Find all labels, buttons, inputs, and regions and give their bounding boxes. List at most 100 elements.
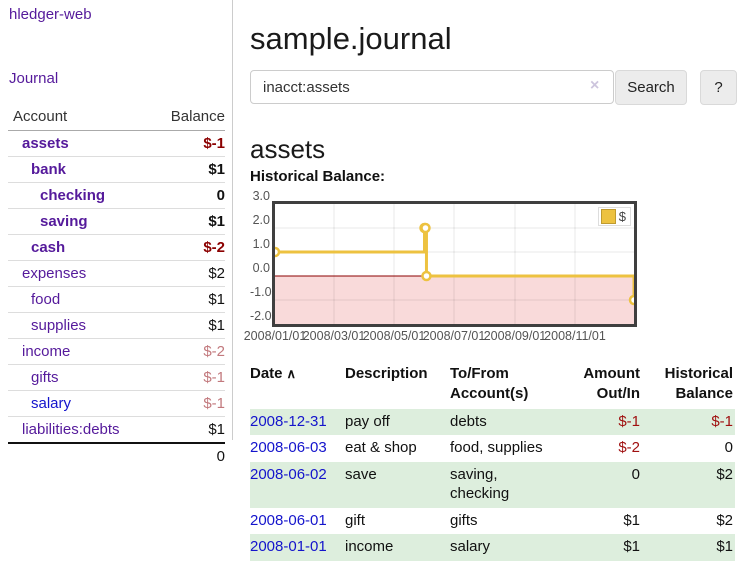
legend-label: $ — [618, 209, 626, 224]
account-row: checking 0 — [8, 182, 225, 209]
chart-label: Historical Balance: — [250, 168, 386, 185]
balance-chart: $ 3.0 2.0 1.0 0.0 -1.0 -2.0 2008/01/01 2008/03… — [244, 189, 670, 348]
transaction-date-link[interactable]: 2008-06-01 — [250, 511, 327, 529]
account-link[interactable]: food — [31, 291, 61, 308]
transaction-date-link[interactable]: 2008-06-02 — [250, 466, 327, 483]
accounts-total-row: 0 — [8, 442, 225, 469]
account-balance: 0 — [149, 182, 225, 209]
transaction-accounts: gifts — [450, 511, 478, 529]
transaction-amount: $1 — [623, 511, 640, 529]
page-title: sample.journal — [250, 20, 452, 56]
transaction-description: income — [345, 538, 394, 556]
y-axis-tick: 0.0 — [252, 261, 270, 275]
chart-legend: $ — [597, 207, 631, 226]
y-axis-tick: -2.0 — [250, 309, 272, 323]
account-row: liabilities:debts $1 — [8, 416, 225, 443]
account-link[interactable]: bank — [31, 161, 67, 178]
account-heading: assets — [250, 133, 326, 164]
search-form: × Search ? — [250, 70, 742, 105]
legend-swatch-icon — [600, 209, 616, 224]
account-link[interactable]: cash — [31, 239, 66, 256]
account-balance: $1 — [149, 208, 225, 235]
account-link[interactable]: liabilities:debts — [22, 421, 120, 438]
account-link[interactable]: gifts — [31, 369, 59, 386]
account-row: salary $-1 — [8, 390, 225, 417]
register-row: 2008-06-02 save saving, checking 0 $2 — [250, 462, 735, 508]
transaction-balance: 0 — [724, 439, 733, 457]
account-row: gifts $-1 — [8, 364, 225, 391]
transaction-amount: $-2 — [618, 439, 640, 457]
y-axis-tick: 3.0 — [252, 189, 270, 203]
sidebar-item-journal[interactable]: Journal — [9, 70, 59, 87]
account-balance: $1 — [149, 156, 225, 183]
chart-canvas — [275, 204, 634, 324]
account-balance: $1 — [149, 312, 225, 339]
account-row: assets $-1 — [8, 131, 225, 157]
register-row: 2008-01-01 income salary $1 $1 — [250, 534, 735, 561]
transaction-balance: $-1 — [711, 412, 733, 430]
register-row: 2008-06-01 gift gifts $1 $2 — [250, 508, 735, 535]
transaction-accounts: saving, checking — [450, 466, 510, 502]
account-balance: $-1 — [203, 135, 225, 152]
transaction-accounts: salary — [450, 538, 491, 556]
sort-ascending-icon: ∧ — [286, 366, 297, 381]
app-title-link[interactable]: hledger-web — [9, 6, 92, 23]
account-balance: $2 — [149, 260, 225, 287]
accounts-total-value: 0 — [149, 442, 225, 469]
register-header-accounts: To/From Account(s) — [450, 365, 529, 403]
account-balance: $1 — [149, 286, 225, 313]
account-row: income $-2 — [8, 338, 225, 365]
y-axis-tick: 1.0 — [252, 237, 270, 251]
transaction-amount: 0 — [631, 466, 640, 483]
transaction-balance: $1 — [716, 538, 733, 556]
transaction-amount: $-1 — [618, 412, 640, 430]
account-balance: $1 — [149, 416, 225, 443]
account-link[interactable]: salary — [31, 395, 72, 412]
sidebar: hledger-web Journal Account Balance asse… — [0, 0, 233, 469]
account-link[interactable]: checking — [40, 187, 106, 204]
accounts-table-body: assets $-1 bank $1 checking 0 saving $1 cash $-2 e… — [8, 131, 225, 469]
transaction-description: eat & shop — [345, 439, 417, 457]
account-link[interactable]: income — [22, 343, 71, 360]
account-balance: $-2 — [149, 234, 225, 261]
transaction-date-link[interactable]: 2008-12-31 — [250, 412, 327, 430]
register-table-body: 2008-12-31 pay off debts $-1 $-1 2008-06-03 ea… — [250, 408, 735, 561]
x-axis-tick: 2008/07/01 — [422, 329, 486, 343]
transaction-description: gift — [345, 511, 366, 529]
account-row: cash $-2 — [8, 234, 225, 261]
account-link[interactable]: expenses — [22, 265, 87, 282]
register-header-description: Description — [345, 365, 428, 382]
register-header-date[interactable]: Date ∧ — [250, 365, 297, 382]
accounts-table: Account Balance assets $-1 bank $1 checking 0… — [8, 106, 225, 469]
transaction-date-link[interactable]: 2008-06-03 — [250, 439, 327, 457]
x-axis-tick: 2008/11/01 — [544, 329, 606, 343]
account-balance: $-2 — [149, 338, 225, 365]
account-row: supplies $1 — [8, 312, 225, 339]
register-row: 2008-06-03 eat & shop food, supplies $-2 0 — [250, 435, 735, 462]
account-row: expenses $2 — [8, 260, 225, 287]
register-row: 2008-12-31 pay off debts $-1 $-1 — [250, 408, 735, 436]
transaction-balance: $2 — [716, 466, 733, 483]
account-link[interactable]: supplies — [31, 317, 87, 334]
search-button[interactable]: Search — [615, 70, 687, 105]
account-link[interactable]: assets — [22, 135, 69, 152]
account-balance: $-1 — [149, 390, 225, 417]
search-input[interactable] — [250, 70, 614, 104]
x-axis-tick: 2008/01/01 — [243, 329, 307, 343]
account-link[interactable]: saving — [40, 213, 88, 230]
account-row: bank $1 — [8, 156, 225, 183]
transaction-date-link[interactable]: 2008-01-01 — [250, 538, 327, 556]
transaction-balance: $2 — [716, 511, 733, 529]
chart-plot-area: $ — [272, 201, 637, 327]
account-balance: $-1 — [149, 364, 225, 391]
transaction-amount: $1 — [623, 538, 640, 556]
accounts-header-account: Account — [8, 106, 150, 131]
clear-search-icon[interactable]: × — [590, 77, 600, 94]
transaction-accounts: debts — [450, 412, 487, 430]
x-axis-tick: 2008/05/01 — [362, 329, 426, 343]
transaction-accounts: food, supplies — [450, 439, 543, 457]
account-row: food $1 — [8, 286, 225, 313]
main-content: sample.journal × Search ? assets Histori… — [244, 0, 742, 582]
register-header-balance: Historical Balance — [664, 365, 733, 403]
help-button[interactable]: ? — [700, 70, 737, 105]
